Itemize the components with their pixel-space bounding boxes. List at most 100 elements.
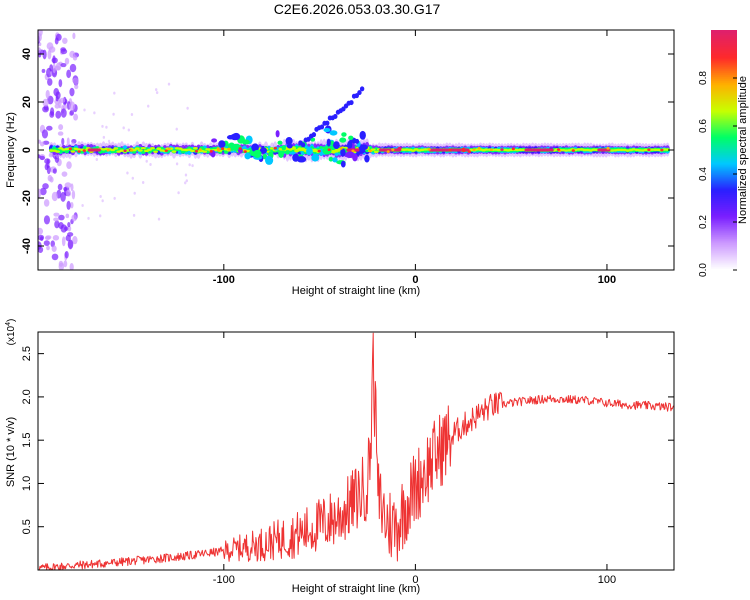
strong-cell	[391, 148, 395, 151]
band-cell	[70, 150, 76, 153]
scatter-blob	[211, 138, 218, 143]
strong-cell	[227, 147, 231, 151]
colorbar-cell	[711, 262, 737, 265]
scatter-cell	[93, 111, 96, 115]
scatter-cell	[102, 135, 106, 139]
doppler-branch-cell	[319, 124, 325, 130]
scatter-cell	[69, 263, 74, 270]
doppler-branch-cell	[325, 120, 330, 126]
scatter-cell	[131, 176, 135, 180]
scatter-blob	[348, 135, 354, 141]
strong-cell	[368, 149, 372, 152]
scatter-blob	[333, 141, 340, 150]
strong-cell	[96, 148, 101, 152]
colorbar-cell	[711, 76, 737, 79]
colorbar-cell	[711, 118, 737, 121]
colorbar-cell	[711, 122, 737, 125]
scatter-cell	[39, 155, 45, 160]
colorbar-cell	[711, 74, 737, 77]
spectrogram-panel: -100 0 100 -40 -20 0 20 40 Height of straight …	[5, 29, 675, 297]
scatter-cell	[39, 187, 47, 196]
scatter-cell	[60, 48, 68, 55]
scatter-cell	[66, 161, 72, 169]
scatter-cell	[154, 88, 158, 92]
scatter-blob	[277, 140, 283, 145]
colorbar-cell	[711, 250, 737, 253]
scatter-cell	[46, 125, 53, 131]
band-cell	[202, 150, 208, 153]
colorbar-cell	[711, 190, 737, 193]
scatter-cell	[52, 55, 56, 64]
colorbar-cell	[711, 216, 737, 219]
colorbar-cell	[711, 80, 737, 83]
scatter-cell	[55, 95, 59, 102]
colorbar-cell	[711, 200, 737, 203]
colorbar-cell	[711, 50, 737, 53]
snr-x-axis-label: Height of straight line (km)	[292, 583, 420, 595]
colorbar-cell	[711, 100, 737, 103]
colorbar-cell	[711, 82, 737, 85]
scatter-cell	[57, 183, 63, 191]
y-tick-label: 1.0	[21, 476, 33, 491]
colorbar-cell	[711, 186, 737, 189]
scatter-cell	[52, 234, 60, 241]
y-tick-label: 0	[21, 147, 33, 153]
scatter-cell	[72, 236, 78, 245]
scatter-blob	[326, 138, 331, 147]
colorbar-cell	[711, 176, 737, 179]
scatter-cell	[69, 87, 75, 97]
colorbar-cell	[711, 246, 737, 249]
band-cell	[110, 148, 116, 152]
scatter-cell	[42, 105, 49, 113]
colorbar-cell	[711, 138, 737, 141]
scatter-cell	[149, 163, 152, 167]
scatter-cell	[60, 108, 67, 118]
colorbar-cell	[711, 162, 737, 165]
scatter-cell	[126, 171, 129, 175]
scatter-blob	[347, 140, 353, 149]
band-cell	[171, 150, 177, 153]
y-tick-label: 0.5	[21, 519, 33, 534]
scatter-cell	[99, 194, 102, 198]
colorbar-cell	[711, 116, 737, 119]
colorbar-cell	[711, 110, 737, 113]
colorbar-cell	[711, 42, 737, 45]
colorbar-cell	[711, 150, 737, 153]
colorbar-cell	[711, 240, 737, 243]
scatter-cell	[65, 189, 71, 197]
strong-cell	[123, 149, 127, 153]
scatter-cell	[69, 101, 76, 111]
y-tick-label: 1.5	[21, 433, 33, 448]
x-tick-label: -100	[213, 574, 235, 586]
scatter-cell	[191, 164, 194, 168]
scatter-cell	[38, 139, 41, 144]
scatter-cell	[38, 246, 44, 253]
x-tick-label: 0	[412, 274, 418, 286]
colorbar-cell	[711, 244, 737, 247]
colorbar-cell	[711, 196, 737, 199]
colorbar-cell	[711, 40, 737, 43]
colorbar-cell	[711, 178, 737, 181]
scatter-blob	[306, 147, 313, 155]
scatter-cell	[81, 204, 84, 208]
colorbar-cell	[711, 136, 737, 139]
band-cell	[137, 149, 143, 152]
colorbar-cell	[711, 148, 737, 151]
colorbar-cell	[711, 214, 737, 217]
scatter-cell	[65, 213, 70, 219]
scatter-cell	[54, 65, 61, 71]
scatter-cell	[87, 216, 90, 220]
scatter-cell	[185, 179, 189, 183]
scatter-cell	[130, 113, 134, 117]
scatter-cell	[122, 126, 125, 130]
x-tick-label: -100	[213, 274, 235, 286]
strong-cell	[462, 149, 466, 153]
strong-cell	[77, 150, 81, 153]
colorbar-cell	[711, 66, 737, 69]
colorbar-cell	[711, 72, 737, 75]
strong-cell	[273, 146, 277, 150]
scatter-cell	[101, 199, 104, 203]
scatter-cell	[113, 196, 116, 200]
scatter-cell	[73, 113, 79, 121]
colorbar-cell	[711, 32, 737, 35]
